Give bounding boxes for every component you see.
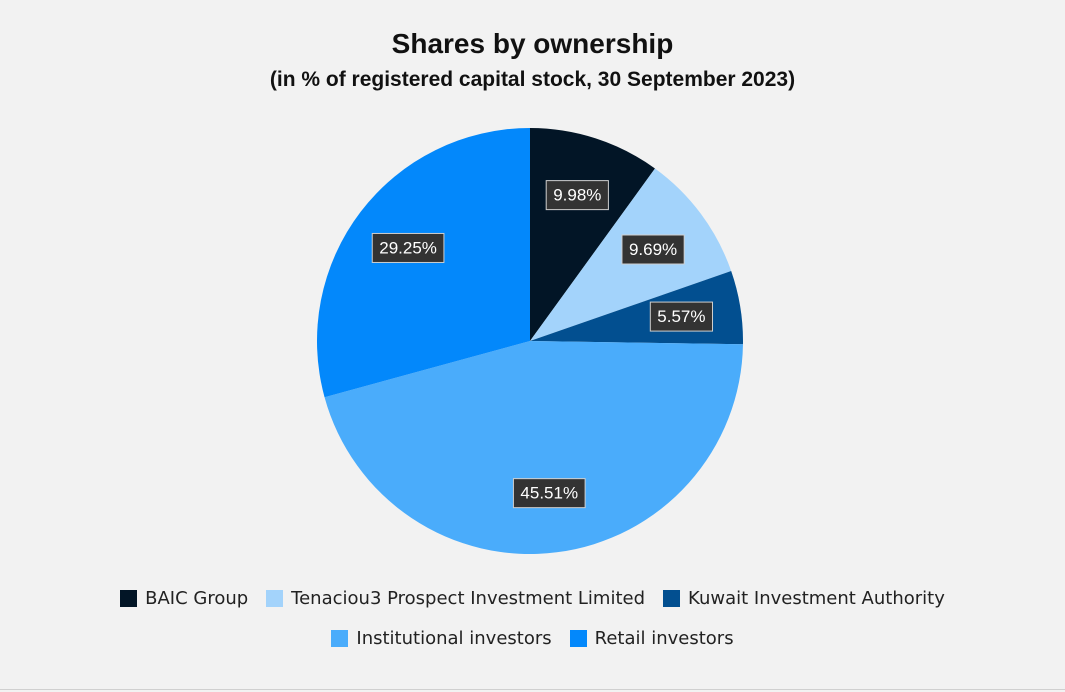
pie-chart: 9.98% 9.69% 5.57% 45.51% 29.25% bbox=[316, 128, 743, 555]
legend-swatch bbox=[331, 630, 349, 647]
legend-item-tenaciou3[interactable]: Tenaciou3 Prospect Investment Limited bbox=[266, 588, 645, 609]
data-label-box bbox=[371, 232, 445, 263]
legend-row-1: BAIC Group Tenaciou3 Prospect Investment… bbox=[0, 588, 1065, 609]
legend-item-retail-investors[interactable]: Retail investors bbox=[569, 628, 734, 649]
data-label-kuwait-investment-authority: 5.57% bbox=[649, 301, 714, 332]
legend-label: Kuwait Investment Authority bbox=[688, 588, 945, 609]
data-label-tenaciou3-prospect-investment-limited: 9.69% bbox=[621, 234, 685, 265]
legend-row-2: Institutional investors Retail investors bbox=[0, 628, 1065, 649]
data-label-box bbox=[649, 301, 714, 332]
data-label-text: 29.25% bbox=[379, 238, 437, 257]
legend-swatch bbox=[569, 630, 587, 647]
chart-subtitle: (in % of registered capital stock, 30 Se… bbox=[269, 68, 796, 91]
data-label-text: 45.51% bbox=[520, 484, 578, 503]
legend-swatch bbox=[663, 590, 681, 607]
legend-label: Tenaciou3 Prospect Investment Limited bbox=[291, 588, 646, 609]
legend-swatch bbox=[266, 590, 284, 607]
data-label-baic-group: 9.98% bbox=[545, 180, 609, 211]
data-label-institutional-investors: 45.51% bbox=[512, 478, 586, 509]
data-label-retail-investors: 29.25% bbox=[371, 232, 445, 263]
legend-label: Institutional investors bbox=[356, 628, 552, 649]
data-label-text: 9.98% bbox=[553, 186, 601, 205]
data-label-text: 9.69% bbox=[629, 240, 677, 259]
bottom-divider bbox=[0, 689, 1065, 690]
chart-title: Shares by ownership bbox=[391, 28, 674, 59]
legend-label: BAIC Group bbox=[145, 588, 249, 609]
data-label-text: 5.57% bbox=[657, 307, 705, 326]
legend-label: Retail investors bbox=[594, 628, 734, 649]
legend-swatch bbox=[120, 590, 138, 607]
legend-item-institutional-investors[interactable]: Institutional investors bbox=[331, 628, 552, 649]
data-label-box bbox=[545, 180, 609, 211]
legend-item-kuwait-investment-authority[interactable]: Kuwait Investment Authority bbox=[663, 588, 945, 609]
legend-item-baic-group[interactable]: BAIC Group bbox=[120, 588, 248, 609]
pie-slice-institutional-investors[interactable] bbox=[324, 341, 743, 555]
data-label-box bbox=[621, 234, 685, 265]
data-label-box bbox=[512, 478, 586, 509]
